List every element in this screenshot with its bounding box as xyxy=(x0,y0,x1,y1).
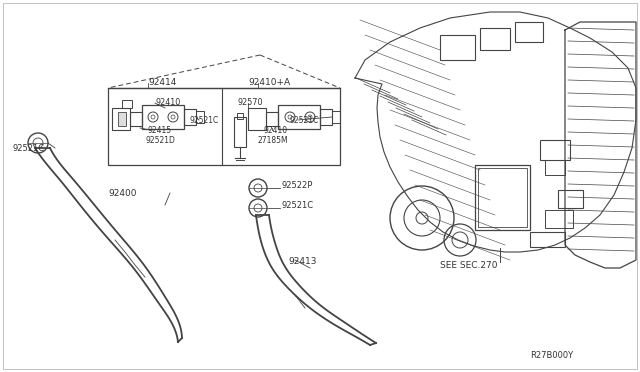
Text: 92521C: 92521C xyxy=(290,115,319,125)
Bar xyxy=(142,105,184,129)
Bar xyxy=(196,111,204,123)
Text: 92410: 92410 xyxy=(264,125,288,135)
Text: 27185M: 27185M xyxy=(258,135,289,144)
Bar xyxy=(278,105,320,129)
Bar xyxy=(122,100,132,108)
Bar xyxy=(515,22,543,42)
Bar xyxy=(237,113,243,119)
Bar xyxy=(480,28,510,50)
Text: 92414: 92414 xyxy=(148,77,177,87)
Bar xyxy=(320,109,332,125)
Text: 92521C: 92521C xyxy=(282,201,314,209)
Text: 92410: 92410 xyxy=(155,97,180,106)
Bar xyxy=(266,112,278,126)
Text: 92415: 92415 xyxy=(148,125,172,135)
Bar xyxy=(545,160,565,175)
Bar xyxy=(475,165,530,230)
Text: R27B000Y: R27B000Y xyxy=(530,350,573,359)
Text: 92570: 92570 xyxy=(238,97,264,106)
Bar xyxy=(332,111,340,123)
Bar xyxy=(540,140,570,160)
Bar xyxy=(478,168,527,227)
Text: SEE SEC.270: SEE SEC.270 xyxy=(440,260,497,269)
Bar xyxy=(234,117,246,147)
Bar xyxy=(530,232,565,247)
Text: 92522P: 92522P xyxy=(282,180,314,189)
Bar xyxy=(545,210,573,228)
Bar xyxy=(130,112,142,126)
Bar xyxy=(112,108,130,130)
Bar xyxy=(118,112,126,126)
Text: 92521D: 92521D xyxy=(145,135,175,144)
Text: 92521C: 92521C xyxy=(190,115,220,125)
Bar xyxy=(248,108,266,130)
Text: 92400: 92400 xyxy=(108,189,136,198)
Bar xyxy=(440,35,475,60)
Bar xyxy=(558,190,583,208)
Text: 92410+A: 92410+A xyxy=(248,77,290,87)
Text: 92413: 92413 xyxy=(288,257,317,266)
Bar xyxy=(184,109,196,125)
Bar xyxy=(108,88,340,165)
Text: 92521C: 92521C xyxy=(12,144,44,153)
